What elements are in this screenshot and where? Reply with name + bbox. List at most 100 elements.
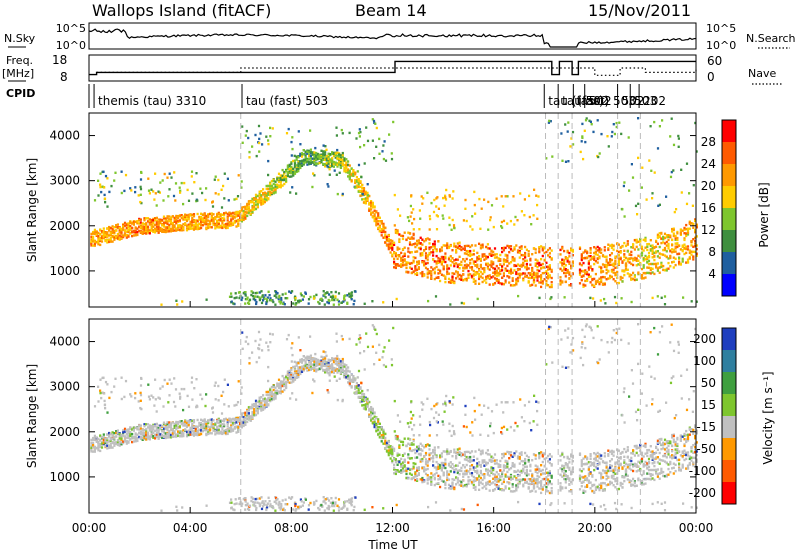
power-cell xyxy=(147,226,149,228)
power-cell xyxy=(508,281,510,283)
power-cell xyxy=(413,260,415,262)
power-cell xyxy=(531,253,533,255)
power-cell xyxy=(274,304,276,306)
power-cell xyxy=(635,205,637,207)
power-cell xyxy=(103,227,105,229)
power-cell xyxy=(680,263,682,265)
power-cell xyxy=(687,245,689,247)
power-cell xyxy=(335,291,337,293)
power-cell xyxy=(538,251,540,253)
power-cell xyxy=(228,199,230,201)
power-cell xyxy=(613,123,615,125)
power-cell xyxy=(494,282,496,284)
power-cell xyxy=(236,296,238,298)
power-cell xyxy=(559,276,561,278)
power-cell xyxy=(392,121,394,123)
power-cell xyxy=(473,250,475,252)
power-cell xyxy=(692,255,694,257)
power-cell xyxy=(687,230,689,232)
power-cell xyxy=(561,160,563,162)
power-cell xyxy=(359,146,361,148)
power-cell xyxy=(191,171,193,173)
power-cell xyxy=(611,131,613,133)
power-cell xyxy=(661,119,663,121)
power-cell xyxy=(405,267,407,269)
colorbar-swatch xyxy=(722,208,736,231)
power-cell xyxy=(275,296,277,298)
power-cell xyxy=(474,204,476,206)
power-cell xyxy=(130,189,132,191)
power-cell xyxy=(506,222,508,224)
power-cell xyxy=(407,255,409,257)
power-cell xyxy=(259,299,261,301)
power-cell xyxy=(433,211,435,213)
power-cell xyxy=(589,297,591,299)
power-cell xyxy=(646,198,648,200)
power-cell xyxy=(323,144,325,146)
power-cell xyxy=(688,192,690,194)
power-cell xyxy=(476,266,478,268)
power-cell xyxy=(651,192,653,194)
colorbar-swatch xyxy=(722,186,736,209)
power-cell xyxy=(646,249,648,251)
power-cell xyxy=(223,217,225,219)
power-cell xyxy=(278,296,280,298)
nave-label: Nave xyxy=(748,67,776,80)
power-cell xyxy=(579,248,581,250)
power-cell xyxy=(254,295,256,297)
power-cell xyxy=(480,258,482,260)
velocity-cell xyxy=(147,432,149,434)
power-cell xyxy=(498,267,500,269)
power-cell xyxy=(375,146,377,148)
power-cell xyxy=(665,196,667,198)
power-cell xyxy=(310,149,312,151)
power-cell xyxy=(366,199,368,201)
power-cell xyxy=(193,215,195,217)
power-cell xyxy=(641,246,643,248)
power-cell xyxy=(266,298,268,300)
power-cell xyxy=(391,152,393,154)
power-cell xyxy=(149,232,151,234)
power-cell xyxy=(637,248,639,250)
power-cell xyxy=(374,206,376,208)
power-cell xyxy=(542,263,544,265)
power-cell xyxy=(551,258,553,260)
power-cell xyxy=(686,163,688,165)
power-cell xyxy=(667,243,669,245)
power-cell xyxy=(581,140,583,142)
power-cell xyxy=(297,170,299,172)
power-cell xyxy=(134,186,136,188)
power-cell xyxy=(676,242,678,244)
power-cell xyxy=(453,273,455,275)
power-cell xyxy=(641,186,643,188)
power-cell xyxy=(378,138,380,140)
power-cell xyxy=(123,190,125,192)
velocity-cell xyxy=(200,433,202,435)
power-cell xyxy=(227,217,229,219)
power-cell xyxy=(460,261,462,263)
power-cell xyxy=(675,208,677,210)
power-cell xyxy=(345,167,347,169)
power-cell xyxy=(179,191,181,193)
power-cell xyxy=(261,302,263,304)
power-cell xyxy=(398,255,400,257)
power-cell xyxy=(104,201,106,203)
power-cell xyxy=(385,160,387,162)
nsky-tick-low: 10^0 xyxy=(56,39,86,52)
power-cell xyxy=(267,139,269,141)
colorbar-tick-label: 20 xyxy=(701,179,716,193)
power-cell xyxy=(673,261,675,263)
power-cell xyxy=(373,157,375,159)
power-cell xyxy=(439,280,441,282)
power-cell xyxy=(449,303,451,305)
velocity-cell xyxy=(285,386,287,388)
power-cell xyxy=(673,229,675,231)
power-cell xyxy=(637,203,639,205)
power-cell xyxy=(489,247,491,249)
power-cell xyxy=(280,297,282,299)
power-cell xyxy=(388,234,390,236)
power-cell xyxy=(469,262,471,264)
power-cell xyxy=(276,292,278,294)
power-cell xyxy=(659,272,661,274)
power-cell xyxy=(505,279,507,281)
